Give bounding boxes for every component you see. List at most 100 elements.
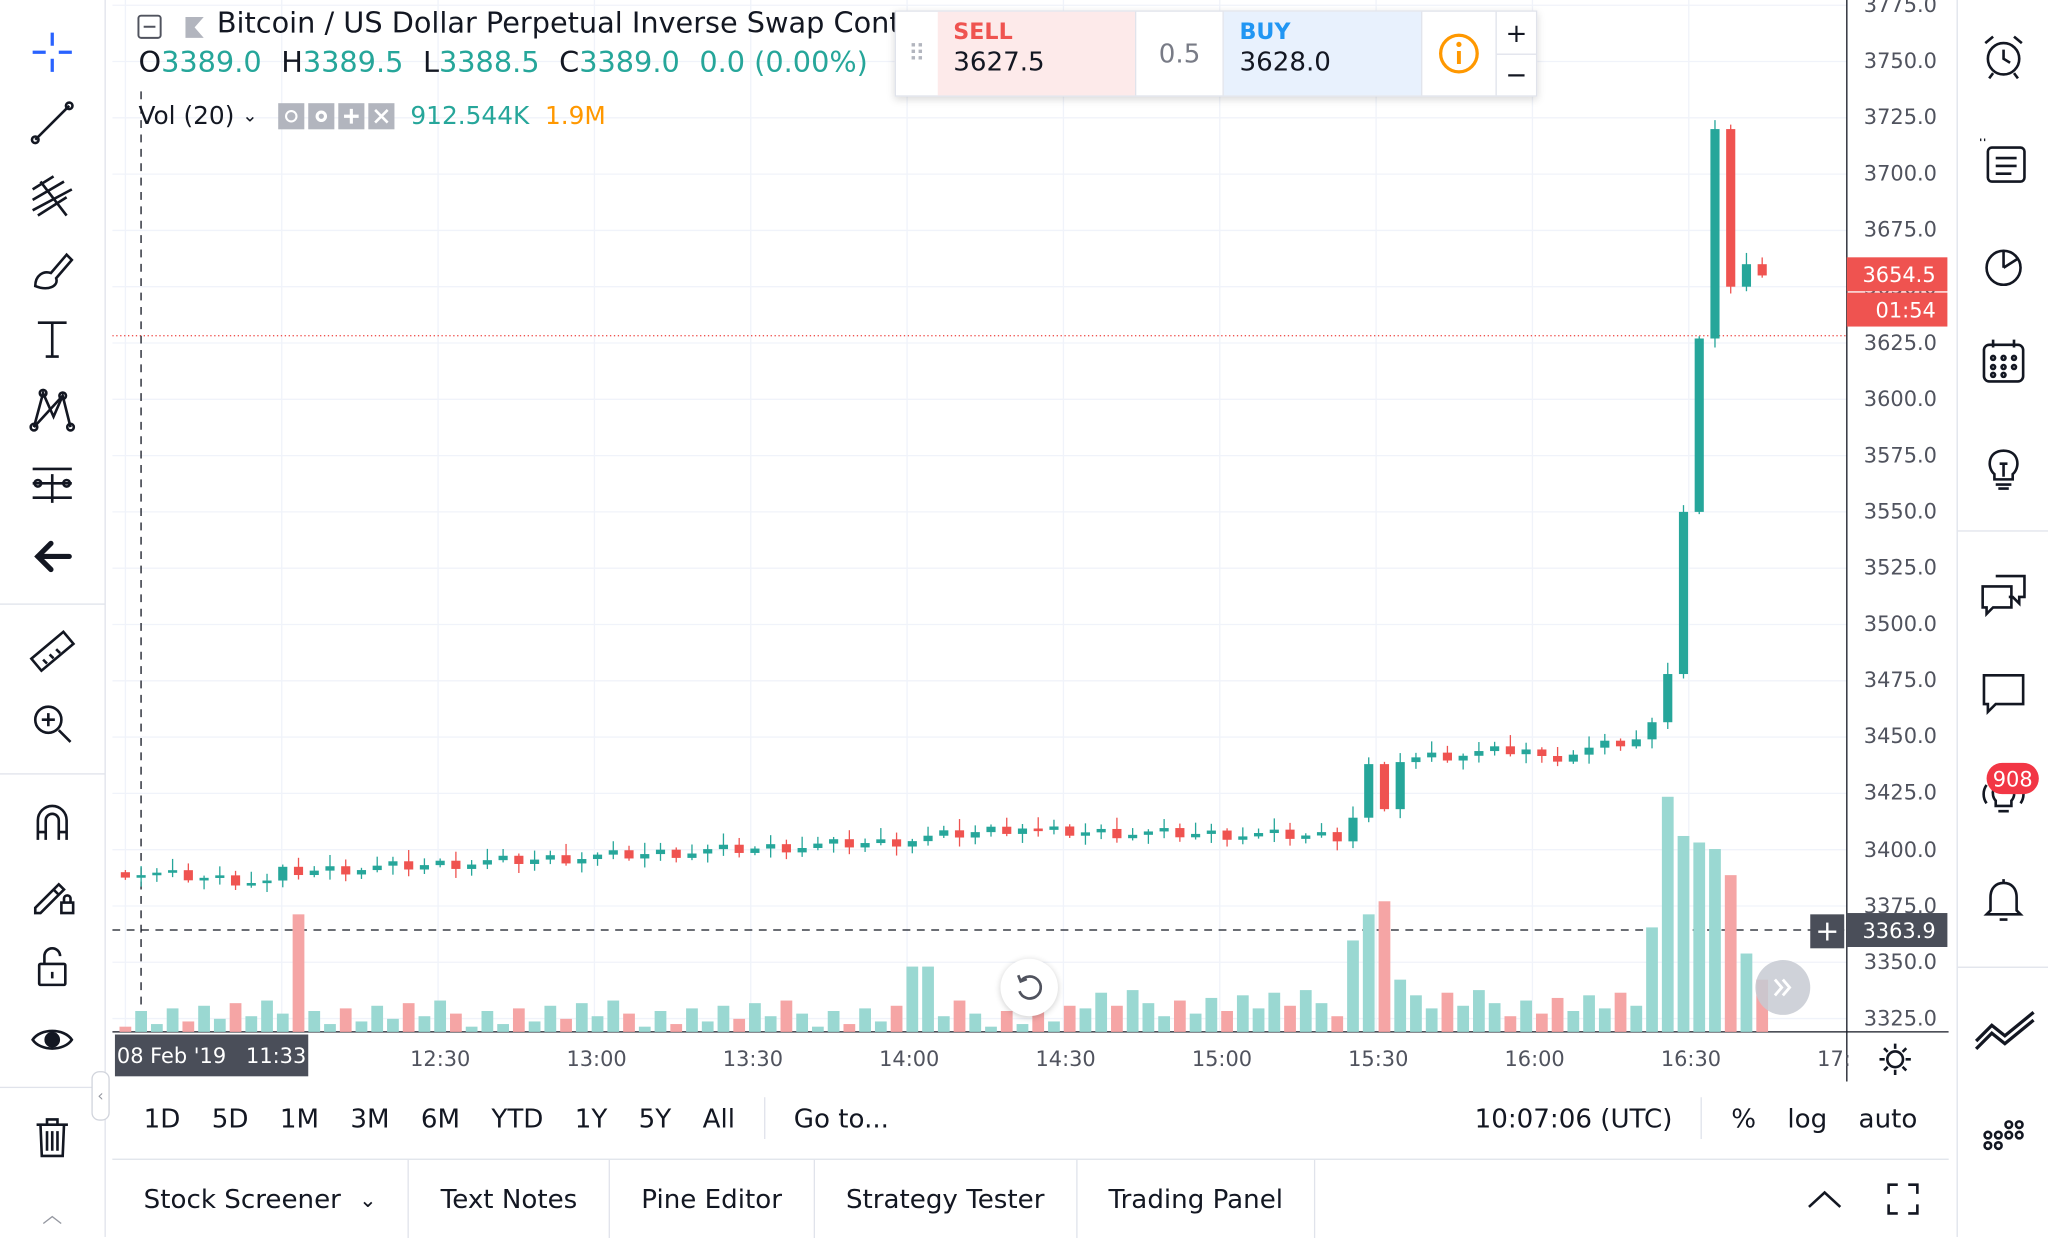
calendar-icon[interactable] bbox=[1971, 329, 2036, 394]
chats-icon[interactable] bbox=[1971, 562, 2036, 627]
range-button-ytd[interactable]: YTD bbox=[491, 1102, 544, 1134]
volume-bar bbox=[450, 1013, 462, 1032]
close-icon[interactable] bbox=[368, 103, 395, 130]
buy-sell-widget: ⠿ SELL 3627.5 0.5 BUY 3628.0 + − bbox=[894, 10, 1538, 97]
unlock-icon[interactable] bbox=[13, 938, 91, 995]
chevron-down-icon[interactable] bbox=[13, 1199, 91, 1237]
volume-bar bbox=[1095, 992, 1108, 1032]
crosshair-tool-icon[interactable] bbox=[13, 24, 91, 81]
fullscreen-icon[interactable] bbox=[1857, 1179, 1948, 1218]
auto-scale-toggle[interactable]: auto bbox=[1858, 1102, 1918, 1134]
range-button-all[interactable]: All bbox=[702, 1102, 736, 1134]
tab-pine-editor[interactable]: Pine Editor bbox=[610, 1159, 815, 1238]
alerts-bell-icon[interactable] bbox=[1971, 867, 2036, 932]
range-button-1y[interactable]: 1Y bbox=[574, 1102, 608, 1134]
flag-icon[interactable] bbox=[180, 14, 209, 40]
candlestick-chart[interactable] bbox=[112, 0, 1949, 1082]
eye-icon[interactable] bbox=[13, 1011, 91, 1068]
volume-bar bbox=[182, 1021, 195, 1032]
open-value: 3389.0 bbox=[161, 47, 262, 80]
goto-date-button[interactable]: Go to... bbox=[793, 1102, 889, 1134]
range-button-5y[interactable]: 5Y bbox=[638, 1102, 672, 1134]
range-button-5d[interactable]: 5D bbox=[211, 1102, 249, 1134]
chevron-down-icon[interactable]: ⌄ bbox=[359, 1186, 377, 1212]
right-sidebar: 908 bbox=[1956, 0, 2048, 1237]
time-axis[interactable]: 12:30 13:00 13:30 14:00 14:30 15:00 15:30 16:00… bbox=[112, 1032, 1851, 1082]
trading-panel-icon[interactable] bbox=[1966, 995, 2044, 1060]
chat-icon[interactable] bbox=[1971, 661, 2036, 726]
tab-trading-panel[interactable]: Trading Panel bbox=[1077, 1159, 1316, 1238]
more-dots-icon[interactable] bbox=[1971, 1100, 2036, 1165]
zoom-in-icon[interactable] bbox=[13, 695, 91, 752]
sell-button[interactable]: SELL 3627.5 bbox=[937, 11, 1136, 96]
brush-tool-icon[interactable] bbox=[13, 240, 91, 297]
lock-drawing-icon[interactable] bbox=[13, 865, 91, 922]
drag-handle-icon[interactable]: ⠿ bbox=[908, 39, 926, 68]
volume-indicator-label[interactable]: Vol (20) bbox=[138, 101, 235, 131]
quantity-increase-button[interactable]: + bbox=[1496, 12, 1536, 55]
volume-bar bbox=[371, 1005, 384, 1032]
volume-bar bbox=[812, 1026, 824, 1032]
visibility-icon[interactable] bbox=[278, 103, 305, 130]
price-axis[interactable]: 3775.03750.03725.03700.03675.03650.03625… bbox=[1847, 0, 1957, 1082]
range-button-6m[interactable]: 6M bbox=[420, 1102, 461, 1134]
buy-button[interactable]: BUY 3628.0 bbox=[1223, 11, 1422, 96]
plus-icon[interactable] bbox=[338, 103, 365, 130]
candle-body bbox=[1615, 740, 1626, 747]
chart-area[interactable] bbox=[112, 0, 1949, 1082]
data-window-icon[interactable] bbox=[1971, 233, 2036, 298]
chevron-up-icon[interactable] bbox=[1792, 1186, 1857, 1212]
candle-body bbox=[1301, 835, 1311, 839]
time-tick-label: 13:30 bbox=[722, 1046, 784, 1072]
toolbar-collapse-handle[interactable]: ‹ bbox=[91, 1071, 110, 1121]
volume-bar bbox=[1457, 1005, 1470, 1032]
magnet-icon[interactable] bbox=[13, 794, 91, 851]
volume-bar bbox=[1661, 796, 1674, 1032]
pattern-tool-icon[interactable] bbox=[13, 381, 91, 438]
add-alert-plus-icon[interactable]: + bbox=[1810, 914, 1845, 949]
low-label: L bbox=[422, 47, 439, 80]
candle-body bbox=[514, 855, 524, 864]
sell-label: SELL bbox=[953, 19, 1013, 46]
volume-bar bbox=[339, 1008, 352, 1032]
candle-body bbox=[1033, 828, 1043, 832]
volume-bar bbox=[686, 1008, 698, 1032]
prediction-tool-icon[interactable] bbox=[13, 455, 91, 512]
info-icon[interactable] bbox=[1421, 11, 1496, 96]
alarm-clock-icon[interactable] bbox=[1971, 24, 2036, 89]
range-button-1m[interactable]: 1M bbox=[279, 1102, 319, 1134]
ideas-lightbulb-icon[interactable] bbox=[1971, 434, 2036, 499]
quantity-decrease-button[interactable]: − bbox=[1505, 59, 1528, 91]
symbol-title[interactable]: Bitcoin / US Dollar Perpetual Inverse Sw… bbox=[216, 7, 896, 41]
watchlist-icon[interactable] bbox=[1971, 128, 2036, 193]
text-tool-icon[interactable] bbox=[13, 311, 91, 368]
volume-bar bbox=[1315, 1003, 1328, 1032]
trend-line-icon[interactable] bbox=[13, 94, 91, 151]
trash-icon[interactable] bbox=[13, 1108, 91, 1165]
candle-body bbox=[1411, 757, 1421, 763]
collapse-legend-icon[interactable] bbox=[136, 13, 165, 42]
tab-text-notes[interactable]: Text Notes bbox=[409, 1159, 610, 1238]
fib-tool-icon[interactable] bbox=[13, 167, 91, 224]
utc-clock[interactable]: 10:07:06 (UTC) bbox=[1474, 1102, 1673, 1134]
candle-body bbox=[970, 832, 980, 838]
reset-chart-icon[interactable] bbox=[1000, 958, 1058, 1017]
volume-bar bbox=[1299, 990, 1312, 1032]
time-tick-label: 13:00 bbox=[566, 1046, 627, 1072]
volume-bar bbox=[717, 1005, 730, 1032]
tab-strategy-tester[interactable]: Strategy Tester bbox=[815, 1159, 1078, 1238]
settings-gear-icon[interactable] bbox=[1876, 1040, 1915, 1079]
ohlc-legend: O3389.0 H3389.5 L3388.5 C3389.0 0.0 (0.0… bbox=[138, 47, 867, 80]
range-button-1d[interactable]: 1D bbox=[143, 1102, 181, 1134]
log-scale-toggle[interactable]: log bbox=[1787, 1102, 1828, 1134]
gear-icon[interactable] bbox=[308, 103, 335, 130]
volume-bar bbox=[1331, 1016, 1344, 1032]
ruler-icon[interactable] bbox=[13, 624, 91, 681]
tab-stock-screener[interactable]: Stock Screener ⌄ bbox=[112, 1159, 410, 1238]
scroll-to-realtime-icon[interactable] bbox=[1755, 960, 1811, 1015]
percent-scale-toggle[interactable]: % bbox=[1731, 1102, 1757, 1134]
chevron-down-icon[interactable]: ⌄ bbox=[242, 105, 258, 127]
volume-bar bbox=[292, 914, 305, 1032]
range-button-3m[interactable]: 3M bbox=[350, 1102, 390, 1134]
back-arrow-icon[interactable] bbox=[13, 528, 91, 585]
